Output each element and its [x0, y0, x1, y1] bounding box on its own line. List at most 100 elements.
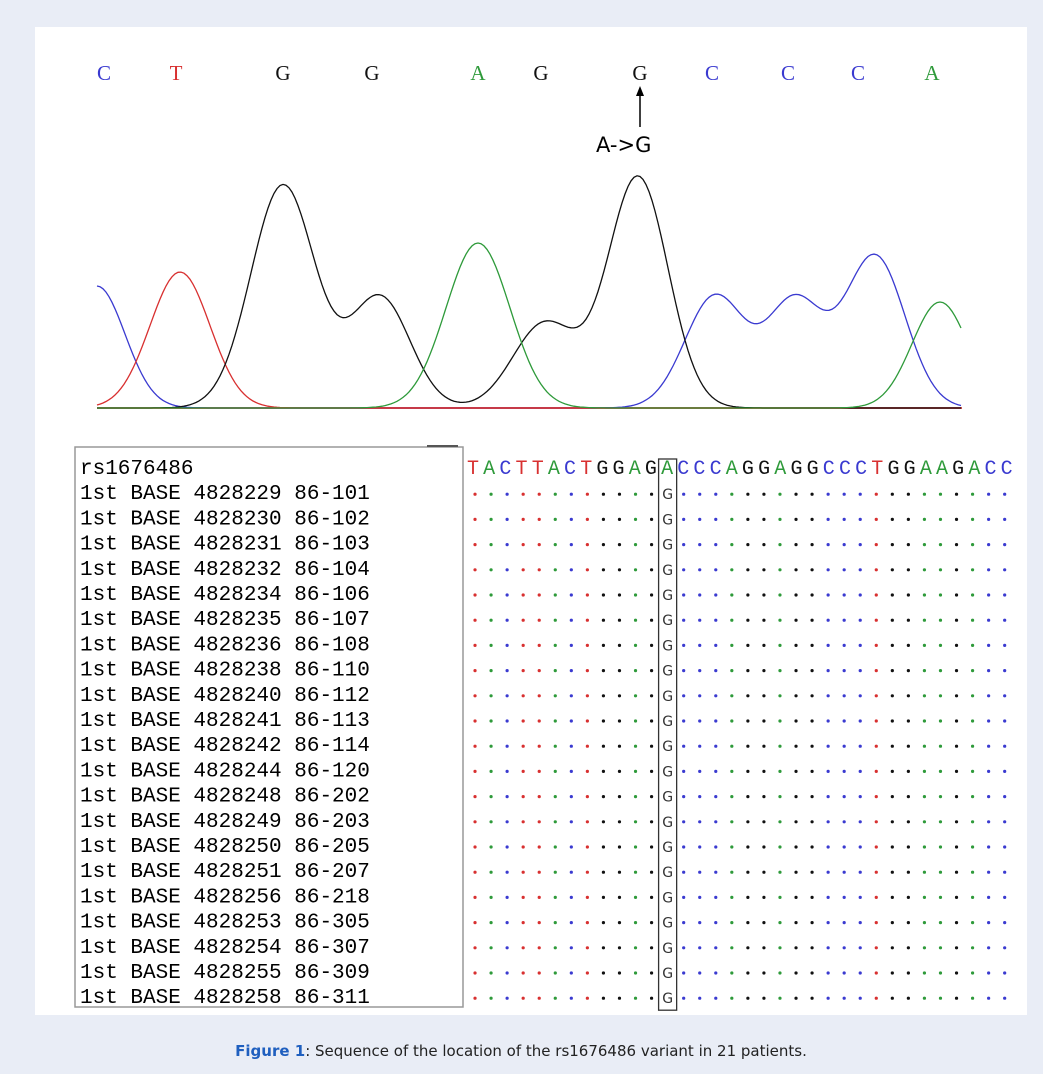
row-label: 1st BASE 4828251 86-207	[80, 861, 370, 884]
match-dot	[987, 543, 990, 546]
match-dot	[650, 770, 653, 773]
match-dot	[810, 820, 813, 823]
match-dot	[570, 921, 573, 924]
match-dot	[586, 845, 589, 848]
match-dot	[907, 493, 910, 496]
match-dot	[570, 493, 573, 496]
base-call: A	[470, 61, 486, 85]
match-dot	[554, 568, 557, 571]
match-dot	[746, 997, 749, 1000]
match-dot	[827, 644, 830, 647]
match-dot	[859, 795, 862, 798]
match-dot	[522, 871, 525, 874]
match-dot	[955, 871, 958, 874]
variant-call: G	[662, 638, 673, 654]
match-dot	[762, 694, 765, 697]
match-dot	[506, 619, 509, 622]
match-dot	[762, 644, 765, 647]
match-dot	[698, 644, 701, 647]
match-dot	[778, 971, 781, 974]
match-dot	[843, 694, 846, 697]
base-call: G	[275, 61, 290, 85]
match-dot	[618, 694, 621, 697]
match-dot	[634, 719, 637, 722]
match-dot	[955, 518, 958, 521]
match-dot	[843, 518, 846, 521]
match-dot	[602, 619, 605, 622]
match-dot	[762, 770, 765, 773]
match-dot	[698, 795, 701, 798]
match-dot	[875, 795, 878, 798]
match-dot	[489, 845, 492, 848]
match-dot	[602, 568, 605, 571]
match-dot	[730, 593, 733, 596]
match-dot	[762, 971, 765, 974]
match-dot	[987, 518, 990, 521]
match-dot	[955, 493, 958, 496]
variant-call: G	[662, 840, 673, 856]
match-dot	[923, 770, 926, 773]
reference-part: A	[661, 458, 673, 481]
match-dot	[843, 669, 846, 672]
match-dot	[570, 997, 573, 1000]
match-dot	[778, 921, 781, 924]
match-dot	[538, 820, 541, 823]
match-dot	[746, 871, 749, 874]
match-dot	[778, 946, 781, 949]
match-dot	[714, 745, 717, 748]
match-dot	[859, 694, 862, 697]
variant-call: G	[662, 664, 673, 680]
match-dot	[522, 619, 525, 622]
match-dot	[650, 921, 653, 924]
match-dot	[794, 997, 797, 1000]
variant-call: G	[662, 563, 673, 579]
match-dot	[570, 593, 573, 596]
match-dot	[971, 669, 974, 672]
base-call: C	[97, 61, 111, 85]
match-dot	[939, 946, 942, 949]
match-dot	[939, 795, 942, 798]
match-dot	[489, 719, 492, 722]
match-dot	[586, 694, 589, 697]
match-dot	[586, 493, 589, 496]
match-dot	[907, 619, 910, 622]
match-dot	[891, 644, 894, 647]
match-dot	[762, 896, 765, 899]
match-dot	[1003, 997, 1006, 1000]
match-dot	[634, 745, 637, 748]
match-dot	[810, 745, 813, 748]
match-dot	[522, 493, 525, 496]
match-dot	[522, 518, 525, 521]
match-dot	[987, 669, 990, 672]
match-dot	[778, 770, 781, 773]
match-dot	[955, 669, 958, 672]
match-dot	[506, 820, 509, 823]
match-dot	[714, 669, 717, 672]
match-dot	[634, 669, 637, 672]
alignment-header: rs1676486	[80, 458, 193, 481]
match-dot	[827, 795, 830, 798]
match-dot	[794, 871, 797, 874]
match-dot	[473, 719, 476, 722]
match-dot	[827, 971, 830, 974]
match-dot	[570, 745, 573, 748]
match-dot	[1003, 946, 1006, 949]
match-dot	[554, 518, 557, 521]
match-dot	[714, 845, 717, 848]
match-dot	[538, 694, 541, 697]
match-dot	[794, 543, 797, 546]
match-dot	[730, 644, 733, 647]
match-dot	[762, 845, 765, 848]
base-call: G	[632, 61, 647, 85]
match-dot	[1003, 745, 1006, 748]
match-dot	[1003, 896, 1006, 899]
match-dot	[554, 971, 557, 974]
match-dot	[794, 568, 797, 571]
match-dot	[586, 619, 589, 622]
match-dot	[473, 518, 476, 521]
match-dot	[586, 871, 589, 874]
match-dot	[891, 669, 894, 672]
match-dot	[489, 770, 492, 773]
match-dot	[682, 997, 685, 1000]
match-dot	[538, 770, 541, 773]
